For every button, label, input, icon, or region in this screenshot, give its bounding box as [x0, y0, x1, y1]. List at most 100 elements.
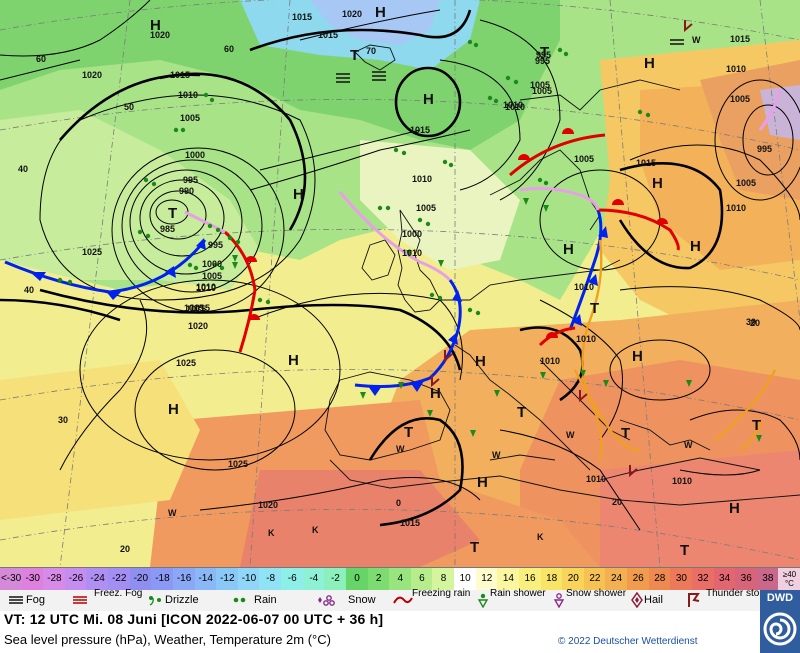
scale-cell: 32 — [691, 568, 715, 590]
weather-map-canvas: 1020 1015 1010 1005 1000 995 990 985 102… — [0, 0, 800, 567]
pressure-center: H — [563, 241, 574, 258]
scale-cell: 6 — [410, 568, 434, 590]
legend-rain: Rain — [228, 590, 288, 611]
pressure-center: H — [430, 385, 441, 402]
isobar-label: 995 — [536, 50, 551, 60]
isobar-label: 1020 — [342, 9, 362, 19]
scale-cell: 12 — [475, 568, 498, 590]
dwd-logo: DWD — [760, 590, 800, 653]
legend-fog: Fog — [6, 590, 66, 611]
shower-symbols — [232, 198, 762, 442]
temperature-label: 60 — [224, 44, 234, 54]
legend-hail: Hail — [630, 590, 682, 611]
isobar-label: 1015 — [636, 158, 656, 168]
scale-cell: -28 — [43, 568, 66, 590]
isobar-label: 1015 — [410, 125, 430, 135]
legend-snow: Snow — [314, 590, 384, 611]
weather-letters: W W W K K W W K W — [168, 35, 701, 542]
spiral-icon — [763, 612, 797, 646]
scale-cell: -2 — [324, 568, 347, 590]
isobar-label: 1010 — [726, 203, 746, 213]
weather-letter: W — [396, 444, 405, 454]
pressure-center: T — [350, 47, 359, 64]
temperature-label: 40 — [18, 164, 28, 174]
isobar-label: 1020 — [188, 321, 208, 331]
scale-cell: 4 — [389, 568, 412, 590]
pressure-center: T — [621, 425, 630, 442]
scale-cell: -6 — [281, 568, 304, 590]
map-description: Sea level pressure (hPa), Weather, Tempe… — [4, 632, 331, 647]
freezing-rain-icon — [393, 596, 413, 604]
pressure-center: T — [752, 417, 761, 434]
weather-letter: W — [566, 430, 575, 440]
isobar-label: 1010 — [672, 476, 692, 486]
drizzle-icon — [149, 596, 161, 606]
temperature-label: 20 — [120, 544, 130, 554]
isobar-label: 995 — [535, 56, 550, 66]
legend-thunderstorm: Thunder storm — [686, 589, 771, 611]
thunderstorm-icon — [688, 593, 700, 607]
isobar-label: 1025 — [228, 459, 248, 469]
temperature-label: 30 — [58, 415, 68, 425]
isobar-label: 1010 — [196, 282, 216, 292]
isobar-label: 1005 — [180, 113, 200, 123]
scale-cell: 2 — [367, 568, 390, 590]
isobar-label: 1005 — [736, 178, 756, 188]
scale-cell: 18 — [540, 568, 563, 590]
fog-symbols — [336, 39, 684, 83]
scale-cell: 20 — [562, 568, 585, 590]
graticule — [0, 0, 800, 567]
temperature-label: 30 — [746, 317, 756, 327]
isobar-label: 1015 — [400, 518, 420, 528]
scale-cell: -22 — [108, 568, 131, 590]
isobar-label: 1015 — [318, 30, 338, 40]
weather-legend: Fog Freez. Fog Drizzle Rain Snow Freezin… — [0, 589, 771, 611]
isobar-label: 1005 — [574, 154, 594, 164]
pressure-labels: 1020 1015 1010 1005 1000 995 990 985 102… — [82, 9, 772, 528]
isobar-label: 1010 — [726, 64, 746, 74]
isobar-label: 1015 — [292, 12, 312, 22]
isobar-label: 1010 — [402, 248, 422, 258]
hail-icon — [631, 592, 643, 608]
logo-text: DWD — [766, 592, 794, 604]
pressure-center: H — [475, 353, 486, 370]
scale-cell: ≥40 °C — [778, 568, 800, 592]
scale-cell: 30 — [670, 568, 693, 590]
temperature-label: 60 — [36, 54, 46, 64]
scale-cell: -10 — [237, 568, 261, 590]
thick-isobars — [0, 9, 724, 527]
isobar-label: 1005 — [202, 271, 222, 281]
isobar-label: 1010 — [412, 174, 432, 184]
scale-cell: 28 — [648, 568, 671, 590]
temperature-color-scale: <-30 -30 -28 -26 -24 -22 -20 -18 -16 -14 -12 -10 -8-… — [0, 568, 800, 592]
scale-cell: -18 — [151, 568, 174, 590]
isobar-label: 1015 — [184, 303, 204, 313]
pressure-center: H — [690, 238, 701, 255]
pressure-center: H — [293, 186, 304, 203]
pressure-center: T — [168, 205, 177, 222]
isobar-label: 995 — [183, 175, 198, 185]
scale-cell: -30 — [21, 568, 44, 590]
pressure-center: T — [404, 424, 413, 441]
scale-cell: -24 — [86, 568, 109, 590]
isobar-label: 1015 — [730, 34, 750, 44]
freezing-fog-icon — [73, 596, 87, 604]
pressure-center: H — [632, 348, 643, 365]
pressure-center: T — [680, 542, 689, 559]
isobar-label: 995 — [208, 240, 223, 250]
copyright-text: © 2022 Deutscher Wetterdienst — [558, 636, 698, 647]
coastlines — [324, 44, 800, 506]
isobar-label: 1010 — [574, 282, 594, 292]
scale-cell: 16 — [518, 568, 542, 590]
scale-cell: -20 — [129, 568, 152, 590]
temperature-label: 50 — [124, 102, 134, 112]
weather-letter: W — [492, 450, 501, 460]
isobar-label: 1020 — [150, 30, 170, 40]
isobar-label: 1000 — [402, 229, 422, 239]
isobar-label: 1010 — [586, 474, 606, 484]
pressure-center: T — [540, 44, 549, 61]
weather-letter: W — [168, 508, 177, 518]
isobar-label: 1005 — [730, 94, 750, 104]
isobar-label: 990 — [179, 186, 194, 196]
isobar-label: 1010 — [178, 90, 198, 100]
